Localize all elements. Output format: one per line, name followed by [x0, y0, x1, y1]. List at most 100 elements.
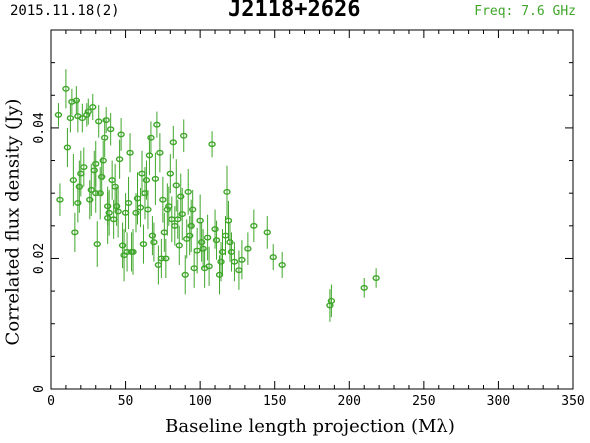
data-point: [68, 98, 76, 105]
data-point: [83, 111, 91, 118]
data-point: [86, 196, 94, 203]
data-point: [124, 199, 133, 206]
data-point: [142, 177, 151, 184]
data-point: [163, 206, 172, 213]
data-point: [177, 193, 185, 200]
data-point: [62, 85, 70, 92]
data-point: [56, 196, 64, 203]
data-point: [169, 139, 177, 146]
data-point: [250, 222, 258, 229]
data-point: [66, 115, 75, 122]
data-point: [166, 170, 175, 177]
data-point: [115, 156, 124, 163]
data-point: [132, 209, 140, 216]
data-point: [226, 239, 234, 246]
data-point: [199, 245, 207, 252]
data-point: [269, 254, 277, 261]
data-point: [238, 256, 246, 263]
data-point: [187, 222, 195, 229]
data-point: [95, 118, 103, 125]
data-point: [208, 141, 216, 148]
data-point: [54, 111, 63, 118]
data-point: [230, 258, 239, 265]
data-point: [157, 255, 166, 262]
data-point: [114, 208, 122, 215]
data-point: [90, 167, 98, 174]
data-point: [92, 190, 100, 197]
data-point: [211, 226, 219, 233]
frequency-label: Freq: 7.6 GHz: [474, 4, 576, 19]
data-point: [136, 204, 145, 211]
data-point: [145, 152, 154, 159]
data-point: [129, 248, 137, 255]
data-point: [126, 149, 134, 156]
data-point: [327, 297, 336, 304]
data-point: [139, 241, 148, 248]
y-tick-label: 0: [32, 385, 47, 393]
data-point: [71, 229, 79, 236]
data-point: [93, 241, 101, 248]
data-point: [162, 255, 170, 262]
data-point: [151, 175, 160, 182]
y-tick-label: 0.04: [32, 112, 47, 143]
data-point: [224, 217, 233, 224]
x-tick-label: 200: [338, 394, 361, 409]
data-point: [197, 239, 206, 246]
data-point: [63, 144, 72, 151]
data-point: [278, 261, 286, 268]
data-point: [159, 196, 167, 203]
data-point: [106, 126, 115, 133]
data-point: [117, 131, 125, 138]
data-point: [72, 97, 81, 104]
x-tick-label: 0: [47, 394, 55, 409]
data-point: [360, 284, 368, 291]
x-tick-label: 300: [487, 394, 510, 409]
data-point: [148, 232, 157, 239]
data-point: [89, 104, 97, 111]
data-point: [74, 199, 82, 206]
data-point: [102, 117, 110, 124]
data-point: [96, 190, 104, 197]
data-point: [175, 242, 183, 249]
data-point: [212, 237, 221, 244]
data-point: [217, 258, 225, 265]
x-tick-label: 150: [263, 394, 286, 409]
data-point: [92, 160, 100, 167]
data-point: [78, 115, 87, 122]
data-point: [105, 209, 113, 216]
observation-date: 2015.11.18(2): [10, 3, 120, 19]
data-point: [153, 121, 161, 128]
data-point: [372, 275, 380, 282]
data-point: [100, 134, 109, 141]
data-point: [147, 134, 155, 141]
data-point: [69, 177, 78, 184]
data-point: [244, 245, 252, 252]
data-point: [118, 242, 127, 249]
data-point: [156, 149, 164, 156]
data-point: [223, 188, 231, 195]
x-tick-label: 250: [412, 394, 435, 409]
x-tick-label: 50: [118, 394, 134, 409]
y-tick-label: 0.02: [32, 243, 47, 274]
data-point: [98, 173, 106, 180]
data-point: [172, 182, 180, 189]
data-point: [196, 217, 204, 224]
x-axis-label: Baseline length projection (Mλ): [165, 416, 455, 437]
data-point: [188, 206, 197, 213]
data-point: [263, 229, 271, 236]
data-point: [75, 183, 84, 190]
y-axis-label: Correlated flux density (Jy): [2, 98, 24, 346]
data-point: [150, 239, 158, 246]
data-point: [80, 164, 88, 171]
plot-frame: [50, 29, 574, 390]
data-point: [84, 108, 92, 115]
data-point: [181, 271, 189, 278]
x-tick-label: 100: [188, 394, 211, 409]
data-point: [99, 157, 107, 164]
data-point: [144, 206, 152, 213]
data-point: [186, 232, 194, 239]
data-point: [180, 132, 188, 139]
data-point: [184, 188, 192, 195]
data-point: [205, 263, 213, 270]
